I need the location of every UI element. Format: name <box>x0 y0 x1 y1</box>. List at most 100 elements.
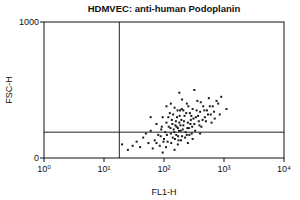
x-tick <box>224 158 225 162</box>
point <box>179 109 181 111</box>
point <box>205 120 207 122</box>
point <box>184 137 186 139</box>
point <box>198 124 200 126</box>
point <box>209 105 211 107</box>
point <box>185 112 187 114</box>
point <box>162 116 164 118</box>
x-tick-label: 10³ <box>217 164 230 174</box>
x-tick-label: 10⁰ <box>37 164 51 174</box>
point <box>179 115 181 117</box>
point <box>170 133 172 135</box>
point <box>180 139 182 141</box>
point <box>167 141 169 143</box>
point <box>195 116 197 118</box>
point <box>157 134 159 136</box>
point <box>159 145 161 147</box>
point <box>213 111 215 113</box>
point <box>207 113 209 115</box>
point <box>175 120 177 122</box>
point <box>190 115 192 117</box>
point <box>175 134 177 136</box>
point <box>196 100 198 102</box>
point <box>150 130 152 132</box>
point <box>163 138 165 140</box>
point <box>204 116 206 118</box>
point <box>219 113 221 115</box>
point <box>176 126 178 128</box>
point <box>200 101 202 103</box>
point <box>190 119 192 121</box>
point <box>161 126 163 128</box>
point <box>147 142 149 144</box>
point <box>216 100 218 102</box>
point <box>211 122 213 124</box>
point <box>214 118 216 120</box>
point <box>156 142 158 144</box>
point <box>169 127 171 129</box>
point <box>178 130 180 132</box>
x-tick <box>284 158 285 162</box>
x-tick <box>104 158 105 162</box>
point <box>162 152 164 154</box>
point <box>177 143 179 145</box>
point <box>145 133 147 135</box>
point <box>193 89 195 91</box>
point <box>187 122 189 124</box>
point <box>202 105 204 107</box>
point <box>184 115 186 117</box>
point <box>208 97 210 99</box>
point <box>197 115 199 117</box>
point <box>203 109 205 111</box>
point <box>181 135 183 137</box>
x-tick <box>44 158 45 162</box>
point <box>212 105 214 107</box>
point <box>183 120 185 122</box>
point <box>121 143 123 145</box>
point <box>170 103 172 105</box>
point <box>127 149 129 151</box>
background <box>0 0 300 200</box>
point <box>173 128 175 130</box>
point <box>182 109 184 111</box>
gate-line <box>119 22 120 158</box>
y-tick-label: 1000 <box>19 17 39 27</box>
point <box>225 108 227 110</box>
point <box>169 112 171 114</box>
point <box>192 138 194 140</box>
point <box>160 135 162 137</box>
point <box>200 126 202 128</box>
point <box>165 122 167 124</box>
point <box>181 99 183 101</box>
point <box>176 116 178 118</box>
gate-line <box>44 132 284 133</box>
point <box>179 124 181 126</box>
point <box>178 139 180 141</box>
point <box>196 109 198 111</box>
point <box>206 109 208 111</box>
point <box>142 137 144 139</box>
point <box>193 123 195 125</box>
point <box>186 103 188 105</box>
point <box>174 149 176 151</box>
point <box>188 134 190 136</box>
point <box>220 96 222 98</box>
point <box>170 142 172 144</box>
point <box>192 118 194 120</box>
point <box>186 127 188 129</box>
point <box>156 123 158 125</box>
point <box>189 112 191 114</box>
point <box>162 141 164 143</box>
x-tick <box>164 158 165 162</box>
point <box>177 109 179 111</box>
point <box>191 133 193 135</box>
point <box>171 123 173 125</box>
point <box>136 141 138 143</box>
chart: HDMVEC: anti-human Podoplanin10⁰10¹10²10… <box>0 0 300 200</box>
point <box>167 116 169 118</box>
x-tick-label: 10¹ <box>97 164 110 174</box>
point <box>178 122 180 124</box>
point <box>202 119 204 121</box>
point <box>165 105 167 107</box>
point <box>187 142 189 144</box>
point <box>194 130 196 132</box>
